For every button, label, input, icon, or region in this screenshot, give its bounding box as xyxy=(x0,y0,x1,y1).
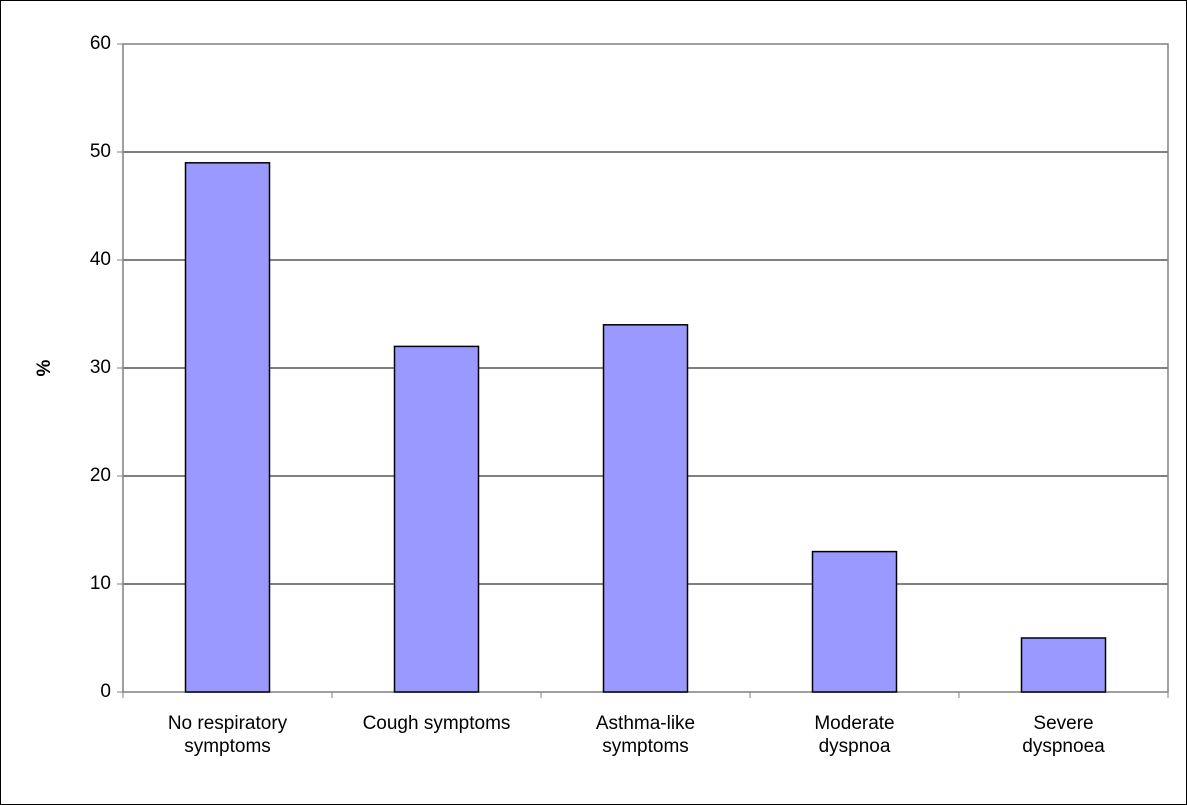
x-tick-label: No respiratory symptoms xyxy=(167,713,288,757)
y-axis-title: % xyxy=(34,359,55,376)
x-tick-label: Asthma-like symptoms xyxy=(595,713,696,757)
bar xyxy=(602,324,689,693)
y-tick-label: 40 xyxy=(90,249,111,270)
y-tick-label: 10 xyxy=(90,573,111,594)
bar xyxy=(1020,637,1107,693)
y-tick-label: 20 xyxy=(90,465,111,486)
bar xyxy=(811,550,898,693)
y-tick-label: 30 xyxy=(90,357,111,378)
y-tick-label: 50 xyxy=(90,141,111,162)
x-tick-label: Severe dyspnoea xyxy=(1022,713,1105,757)
x-tick-label: Cough symptoms xyxy=(362,713,511,734)
y-tick-label: 0 xyxy=(100,681,111,702)
bar xyxy=(393,345,480,693)
bar xyxy=(184,162,271,693)
x-tick-label: Moderate dyspnoa xyxy=(814,713,895,757)
y-tick-label: 60 xyxy=(90,33,111,54)
